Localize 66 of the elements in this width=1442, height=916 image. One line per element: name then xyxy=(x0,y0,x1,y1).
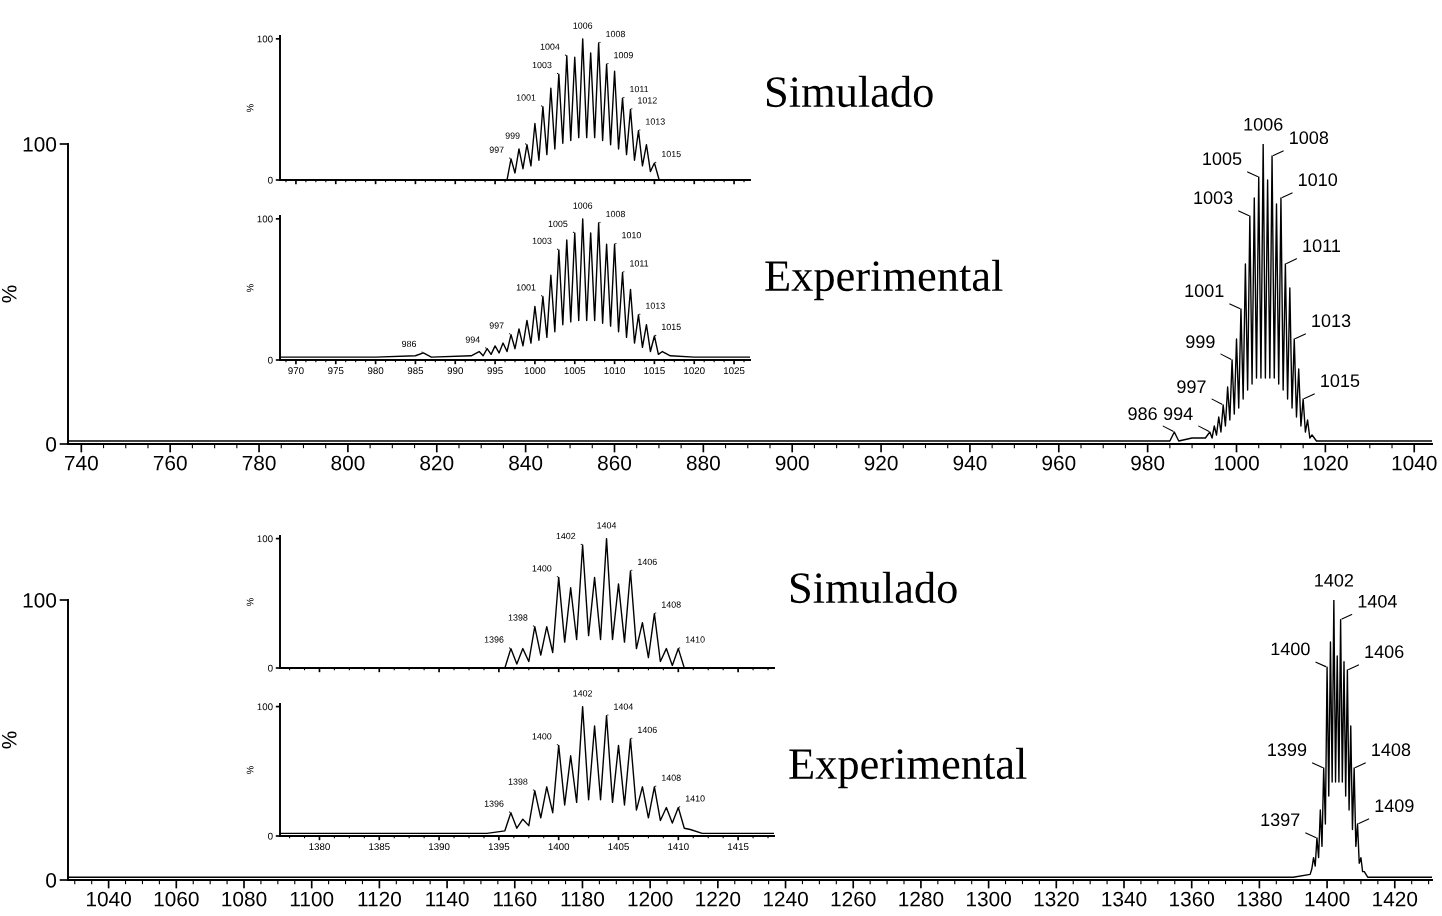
x-tick-label: 1060 xyxy=(154,891,199,907)
x-tick-label: 920 xyxy=(864,455,898,471)
x-tick-label: 1140 xyxy=(426,891,469,907)
text: Simulado xyxy=(766,75,933,108)
x-tick-label: 1160 xyxy=(493,891,537,907)
x-tick-label: 1220 xyxy=(696,891,741,907)
annotation: 1399 xyxy=(1268,743,1307,757)
x-tick-label: 780 xyxy=(242,455,276,471)
annotation: 997 xyxy=(1177,380,1206,394)
x-tick-label: 1360 xyxy=(1170,891,1215,907)
annotation: 1406 xyxy=(1365,645,1404,659)
annotation: 1006 xyxy=(1244,117,1283,131)
y-tick-label: 0 xyxy=(46,437,57,452)
x-tick-label: 1420 xyxy=(1373,891,1418,907)
x-tick-label: 1180 xyxy=(561,891,605,907)
x-tick-label: 980 xyxy=(1131,455,1165,471)
x-tick-label: 840 xyxy=(509,455,543,471)
annotation: 1010 xyxy=(1298,173,1338,187)
annotation: Experimental xyxy=(789,747,1027,789)
annotation: 1013 xyxy=(1312,314,1351,328)
x-tick-label: 1120 xyxy=(358,891,401,907)
x-tick-label: 1020 xyxy=(1303,455,1348,471)
x-tick-label: 1260 xyxy=(831,891,876,907)
annotation: 994 xyxy=(1163,407,1193,421)
x-tick-label: 1340 xyxy=(1102,891,1147,907)
x-tick-label: 1280 xyxy=(899,891,944,907)
annotation: 1011 xyxy=(1303,239,1340,253)
x-tick-label: 760 xyxy=(153,455,187,471)
x-tick-label: 860 xyxy=(598,455,632,471)
x-tick-label: 1300 xyxy=(967,891,1011,907)
annotation: 986 xyxy=(1128,407,1157,421)
annotation: 1408 xyxy=(1372,743,1411,757)
annotation: 1397 xyxy=(1261,813,1300,827)
x-tick-label: 820 xyxy=(420,455,454,471)
x-tick-label: 1380 xyxy=(1237,891,1282,907)
x-tick-label: 740 xyxy=(65,455,98,471)
annotation: 1409 xyxy=(1375,799,1414,813)
x-tick-label: 1000 xyxy=(1214,455,1259,471)
annotation: Experimental xyxy=(765,259,1003,301)
y-tick-label: 0 xyxy=(46,873,57,888)
y-tick-label: 100 xyxy=(23,593,57,608)
x-tick-label: 1040 xyxy=(1392,455,1437,471)
x-tick-label: 940 xyxy=(953,455,987,471)
annotation: 1001 xyxy=(1185,284,1224,298)
y-tick-label: 100 xyxy=(23,137,57,152)
annotation: 1402 xyxy=(1315,573,1354,587)
annotation: 999 xyxy=(1186,335,1215,349)
annotation: 1400 xyxy=(1271,642,1310,656)
annotation: 1404 xyxy=(1358,594,1397,608)
x-tick-label: 1320 xyxy=(1034,891,1079,907)
y-axis-title: % xyxy=(1,285,17,303)
annotation: Simulado xyxy=(790,571,957,604)
annotation: 1003 xyxy=(1194,191,1233,205)
y-axis-title: % xyxy=(1,731,17,749)
x-tick-label: 900 xyxy=(775,455,809,471)
annotation: 1005 xyxy=(1203,152,1242,166)
x-tick-label: 1040 xyxy=(87,891,131,907)
x-tick-label: 880 xyxy=(686,455,720,471)
x-tick-label: 1200 xyxy=(628,891,673,907)
x-tick-label: 800 xyxy=(331,455,365,471)
x-tick-label: 1100 xyxy=(290,891,334,907)
annotation: 1008 xyxy=(1290,131,1329,145)
x-tick-label: 1240 xyxy=(763,891,808,907)
x-tick-label: 1400 xyxy=(1305,891,1350,907)
x-tick-label: 1080 xyxy=(222,891,267,907)
x-tick-label: 960 xyxy=(1042,455,1076,471)
